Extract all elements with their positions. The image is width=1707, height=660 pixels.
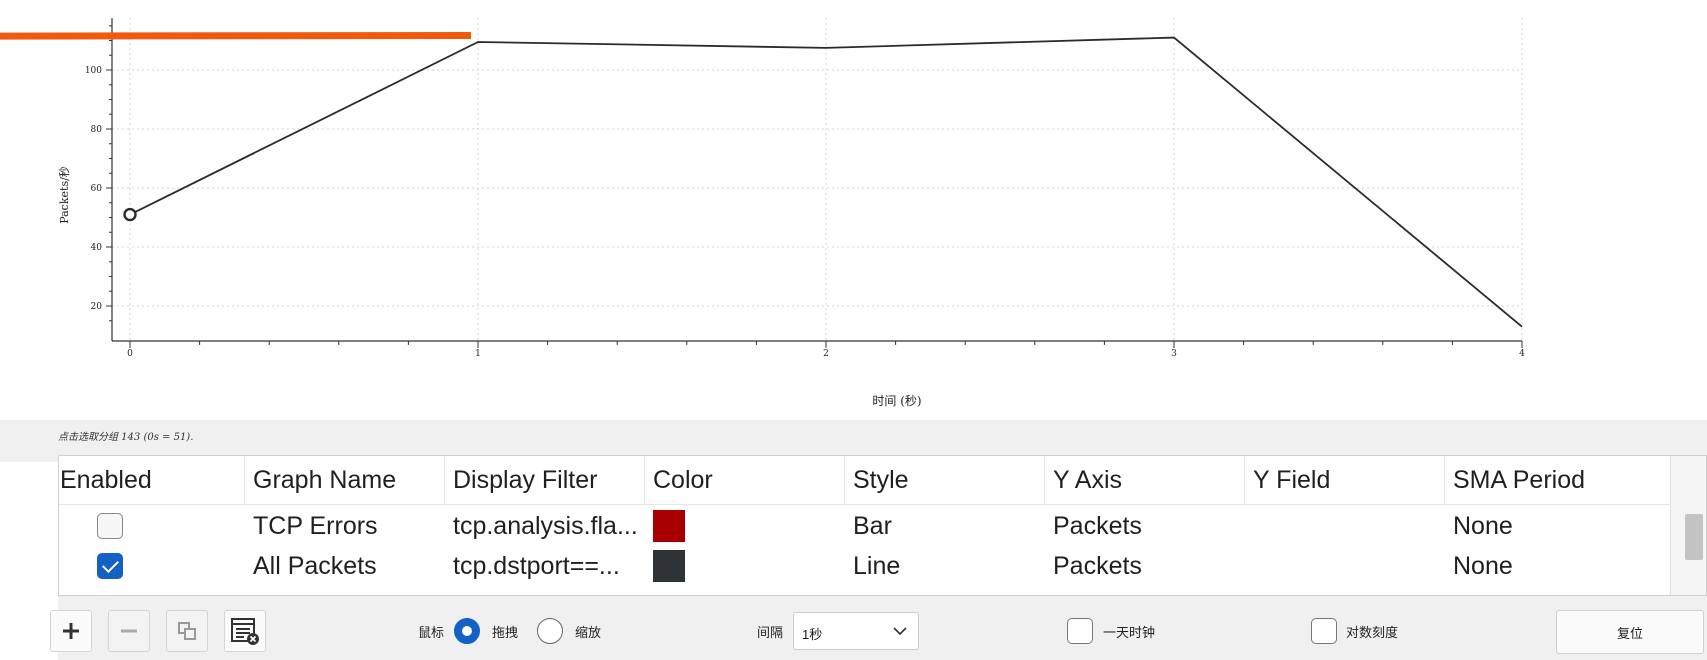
color-swatch[interactable] (653, 510, 685, 542)
display-filter-cell[interactable]: tcp.dstport==... (453, 551, 620, 580)
time-of-day-label[interactable]: 一天时钟 (1103, 625, 1156, 640)
color-swatch[interactable] (653, 550, 685, 582)
highlight-bar (0, 31, 472, 40)
header-enabled[interactable]: Enabled (59, 456, 245, 505)
display-filter-cell[interactable]: tcp.analysis.fla... (453, 511, 638, 540)
chevron-down-icon (893, 627, 907, 636)
sma-period-cell[interactable]: None (1453, 551, 1513, 580)
y-axis-label: Packets/秒 (57, 166, 71, 224)
list-clear-icon (231, 618, 259, 645)
table-row[interactable]: TCP Errors tcp.analysis.fla... Bar Packe… (59, 506, 1671, 546)
header-graph-name[interactable]: Graph Name (245, 456, 445, 505)
zoom-radio[interactable] (537, 618, 563, 644)
enabled-checkbox[interactable] (97, 553, 123, 579)
io-graph-plot[interactable]: 0 1 2 3 4 20 40 60 80 100 Packets/秒 时间 (秒) (0, 0, 1707, 420)
x-tick-label: 0 (127, 349, 133, 359)
x-axis-label: 时间 (秒) (872, 394, 921, 408)
plot-highlight (0, 31, 472, 40)
status-text: 点击选取分组 143 (0s = 51). (58, 432, 194, 443)
y-tick-label: 100 (85, 66, 102, 76)
drag-radio[interactable] (454, 618, 480, 644)
plus-icon (63, 623, 79, 639)
x-tick-label: 3 (1171, 349, 1177, 359)
series-line (129, 36, 1523, 328)
zoom-label[interactable]: 缩放 (575, 625, 602, 640)
header-style[interactable]: Style (845, 456, 1045, 505)
header-y-field[interactable]: Y Field (1245, 456, 1445, 505)
header-y-axis[interactable]: Y Axis (1045, 456, 1245, 505)
y-axis-cell[interactable]: Packets (1053, 551, 1142, 580)
table-row[interactable]: All Packets tcp.dstport==... Line Packet… (59, 546, 1671, 586)
style-cell[interactable]: Line (853, 551, 901, 580)
y-tick-label: 20 (91, 302, 103, 312)
log-scale-checkbox[interactable] (1311, 618, 1337, 644)
y-tick-label: 40 (91, 243, 103, 253)
add-graph-button[interactable] (50, 610, 92, 652)
mouse-label: 鼠标 (418, 625, 445, 640)
enabled-checkbox[interactable] (97, 513, 123, 539)
drag-label[interactable]: 拖拽 (492, 625, 519, 640)
time-of-day-checkbox[interactable] (1067, 618, 1093, 644)
graph-name-cell[interactable]: TCP Errors (253, 511, 378, 540)
plot-ticks: 0 1 2 3 4 20 40 60 80 100 (85, 25, 1525, 359)
interval-label: 间隔 (757, 625, 784, 640)
header-sma-period[interactable]: SMA Period (1445, 456, 1671, 505)
selected-point-marker (123, 207, 137, 222)
log-scale-label[interactable]: 对数刻度 (1346, 625, 1399, 640)
x-tick-label: 2 (823, 349, 829, 359)
header-display-filter[interactable]: Display Filter (445, 456, 645, 505)
header-color[interactable]: Color (645, 456, 845, 505)
y-axis-cell[interactable]: Packets (1053, 511, 1142, 540)
plot-axes (111, 18, 1522, 342)
reset-button[interactable]: 复位 (1556, 610, 1704, 654)
interval-select[interactable]: 1秒 (793, 612, 919, 650)
y-tick-label: 60 (91, 184, 103, 194)
sma-period-cell[interactable]: None (1453, 511, 1513, 540)
y-tick-label: 80 (91, 125, 103, 135)
x-tick-label: 4 (1519, 349, 1525, 359)
x-tick-label: 1 (475, 349, 481, 359)
graph-table[interactable]: Enabled Graph Name Display Filter Color … (58, 455, 1707, 596)
table-scrollbar[interactable] (1670, 456, 1706, 595)
graph-name-cell[interactable]: All Packets (253, 551, 377, 580)
minus-icon (121, 629, 137, 633)
table-header-row: Enabled Graph Name Display Filter Color … (59, 456, 1671, 505)
plot-grid (112, 18, 1523, 341)
remove-graph-button[interactable] (108, 610, 150, 652)
copy-graph-button[interactable] (166, 610, 208, 652)
plot-series (123, 36, 1523, 328)
interval-value: 1秒 (802, 627, 823, 642)
style-cell[interactable]: Bar (853, 511, 892, 540)
copy-icon (178, 622, 196, 640)
clear-graphs-button[interactable] (224, 610, 266, 652)
scrollbar-thumb[interactable] (1685, 514, 1703, 560)
